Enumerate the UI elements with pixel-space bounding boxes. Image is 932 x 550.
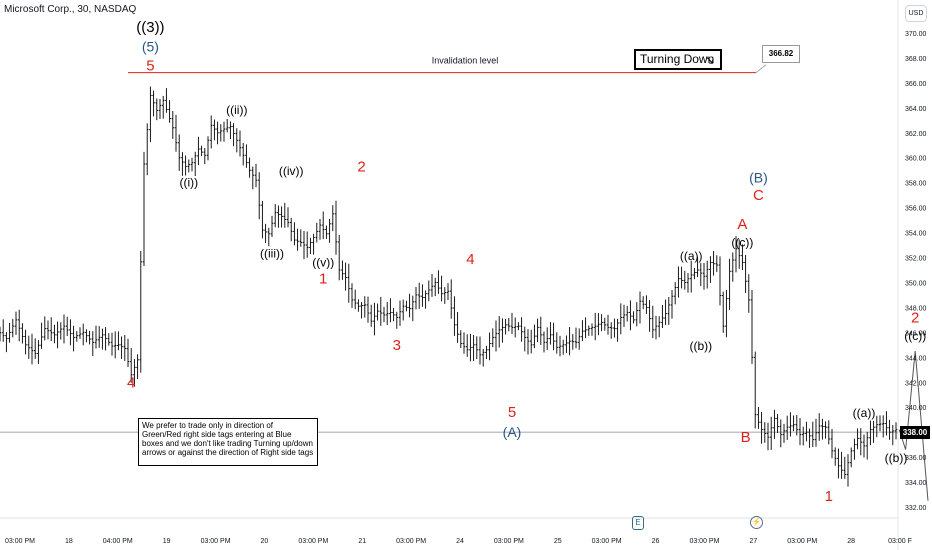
wave-label: B bbox=[741, 429, 751, 446]
chart-title: Microsoft Corp., 30, NASDAQ bbox=[4, 4, 137, 15]
wave-label: 2 bbox=[911, 309, 919, 326]
trading-note: We prefer to trade only in direction of … bbox=[138, 418, 318, 466]
x-tick-label: 03:00 PM bbox=[494, 538, 524, 545]
wave-label: 1 bbox=[825, 488, 833, 505]
wave-label: ((i)) bbox=[179, 175, 198, 189]
wave-label: 3 bbox=[393, 337, 401, 354]
price-bars bbox=[0, 86, 898, 487]
earnings-badge[interactable]: E bbox=[632, 516, 644, 530]
wave-label: (5) bbox=[142, 39, 159, 55]
x-tick-label: 21 bbox=[358, 538, 366, 545]
y-tick-label: 334.00 bbox=[905, 480, 927, 487]
arrow-down-right-icon: ↘ bbox=[704, 52, 715, 67]
x-tick-label: 19 bbox=[163, 538, 171, 545]
y-tick-label: 360.00 bbox=[905, 156, 927, 163]
x-tick-label: 18 bbox=[65, 538, 73, 545]
y-tick-label: 364.00 bbox=[905, 106, 927, 113]
x-tick-label: 27 bbox=[749, 538, 757, 545]
wave-label: 4 bbox=[466, 251, 474, 268]
x-tick-label: 03:00 F bbox=[888, 538, 912, 545]
wave-label: ((c)) bbox=[731, 235, 753, 249]
wave-label: C bbox=[753, 187, 764, 204]
y-tick-label: 356.00 bbox=[905, 206, 927, 213]
x-tick-label: 03:00 PM bbox=[592, 538, 622, 545]
x-tick-label: 03:00 PM bbox=[5, 538, 35, 545]
price-axis: 332.00334.00336.00338.00340.00342.00344.… bbox=[905, 31, 927, 512]
y-tick-label: 370.00 bbox=[905, 31, 927, 38]
y-tick-label: 342.00 bbox=[905, 380, 927, 387]
x-tick-label: 28 bbox=[847, 538, 855, 545]
wave-label: ((3)) bbox=[136, 19, 164, 36]
x-tick-label: 03:00 PM bbox=[787, 538, 817, 545]
turning-down-label: Turning Down ↘ bbox=[634, 49, 722, 70]
x-tick-label: 20 bbox=[261, 538, 269, 545]
y-tick-label: 352.00 bbox=[905, 256, 927, 263]
wave-label: ((b)) bbox=[689, 339, 712, 353]
y-tick-label: 348.00 bbox=[905, 305, 927, 312]
wave-label: 5 bbox=[508, 404, 516, 421]
wave-label: ((b)) bbox=[885, 451, 908, 465]
x-tick-label: 25 bbox=[554, 538, 562, 545]
wave-label: 5 bbox=[146, 57, 154, 74]
y-tick-label: 366.00 bbox=[905, 81, 927, 88]
x-tick-label: 26 bbox=[652, 538, 660, 545]
y-tick-label: 340.00 bbox=[905, 405, 927, 412]
y-tick-label: 332.00 bbox=[905, 505, 927, 512]
turning-down-text: Turning Down bbox=[640, 52, 715, 66]
wave-label: ((v)) bbox=[312, 255, 334, 269]
y-tick-label: 358.00 bbox=[905, 181, 927, 188]
wave-label: 4 bbox=[127, 374, 135, 391]
wave-label: ((a)) bbox=[680, 249, 703, 263]
x-tick-label: 03:00 PM bbox=[201, 538, 231, 545]
x-tick-label: 03:00 PM bbox=[396, 538, 426, 545]
invalidation-price-tag: 366.82 bbox=[762, 45, 800, 63]
y-tick-label: 344.00 bbox=[905, 355, 927, 362]
invalidation-tag-leader bbox=[755, 64, 767, 73]
y-tick-label: 346.00 bbox=[905, 330, 927, 337]
x-tick-label: 04:00 PM bbox=[103, 538, 133, 545]
wave-label: A bbox=[737, 216, 747, 233]
wave-label: 1 bbox=[319, 271, 327, 288]
currency-button[interactable]: USD bbox=[905, 5, 927, 22]
wave-label: (B) bbox=[749, 170, 768, 186]
y-tick-label: 368.00 bbox=[905, 56, 927, 63]
x-tick-label: 24 bbox=[456, 538, 464, 545]
x-tick-label: 03:00 PM bbox=[298, 538, 328, 545]
lightning-icon[interactable]: ⚡ bbox=[750, 516, 763, 529]
y-tick-label: 354.00 bbox=[905, 231, 927, 238]
wave-label: ((iii)) bbox=[260, 247, 284, 261]
wave-label: ((ii)) bbox=[226, 103, 247, 117]
wave-labels: ((3)) (5) 5 ((i)) ((ii)) ((iii)) ((iv)) ((v)) 1 2… bbox=[127, 19, 926, 505]
wave-label: (A) bbox=[503, 424, 522, 440]
x-tick-label: 03:00 PM bbox=[689, 538, 719, 545]
wave-label: 2 bbox=[357, 158, 365, 175]
last-price-tag: 338.00 bbox=[900, 426, 930, 439]
time-axis: 03:00 PM 18 04:00 PM 19 03:00 PM 20 03:00 PM 21… bbox=[5, 538, 912, 545]
invalidation-text: Invalidation level bbox=[432, 56, 499, 66]
wave-label: ((iv)) bbox=[279, 164, 304, 178]
y-tick-label: 362.00 bbox=[905, 131, 927, 138]
y-tick-label: 336.00 bbox=[905, 455, 927, 462]
y-tick-label: 350.00 bbox=[905, 280, 927, 287]
wave-label: ((a)) bbox=[853, 406, 876, 420]
wave-label: ((c)) bbox=[904, 329, 926, 343]
projection-path bbox=[898, 351, 929, 501]
